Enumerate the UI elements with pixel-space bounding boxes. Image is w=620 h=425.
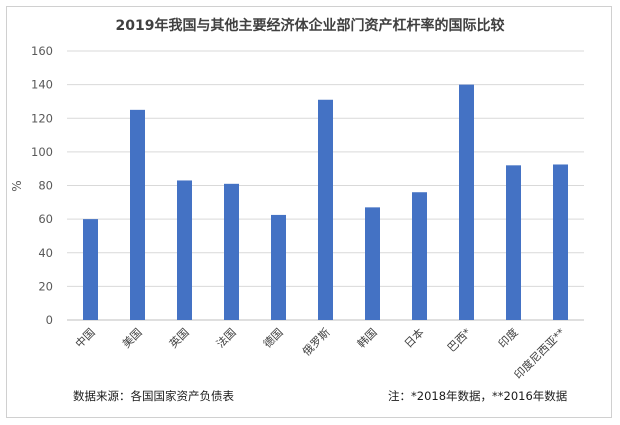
bar <box>459 84 474 320</box>
bar <box>365 207 380 320</box>
bar <box>412 192 427 320</box>
x-tick-label: 英国 <box>166 325 191 350</box>
x-tick-label: 日本 <box>401 325 426 350</box>
data-source-note: 数据来源：各国国家资产负债表 <box>73 389 234 403</box>
y-tick-label: 60 <box>38 212 53 226</box>
y-axis-label: % <box>10 180 24 191</box>
bar <box>553 164 568 320</box>
footnote: 注：*2018年数据，**2016年数据 <box>388 389 568 403</box>
x-tick-label: 法国 <box>213 325 238 350</box>
bar <box>318 99 333 320</box>
bar <box>224 183 239 320</box>
bar <box>271 214 286 320</box>
bar <box>83 219 98 320</box>
x-tick-label: 韩国 <box>354 325 379 350</box>
y-tick-label: 140 <box>31 78 53 92</box>
x-tick-label: 美国 <box>120 326 145 351</box>
y-tick-label: 40 <box>38 246 53 260</box>
x-tick-label: 俄罗斯 <box>300 326 333 359</box>
y-tick-label: 120 <box>31 111 53 125</box>
x-tick-label: 印度尼西亚** <box>511 325 568 382</box>
bars <box>83 84 568 320</box>
x-tick-label: 巴西* <box>445 326 474 355</box>
bar <box>177 180 192 320</box>
y-tick-label: 160 <box>31 44 53 58</box>
y-tick-label: 80 <box>38 179 53 193</box>
bar <box>506 165 521 320</box>
y-tick-label: 100 <box>31 145 53 159</box>
y-tick-label: 0 <box>46 313 53 327</box>
y-tick-label: 20 <box>38 279 53 293</box>
bar <box>130 109 145 320</box>
x-tick-label: 中国 <box>73 326 98 351</box>
chart-title: 2019年我国与其他主要经济体企业部门资产杠杆率的国际比较 <box>115 18 505 34</box>
x-tick-label: 德国 <box>260 325 285 350</box>
x-tick-label: 印度 <box>495 325 520 350</box>
y-axis-ticks: 0 20 40 60 80 100 120 140 160 <box>31 44 53 327</box>
